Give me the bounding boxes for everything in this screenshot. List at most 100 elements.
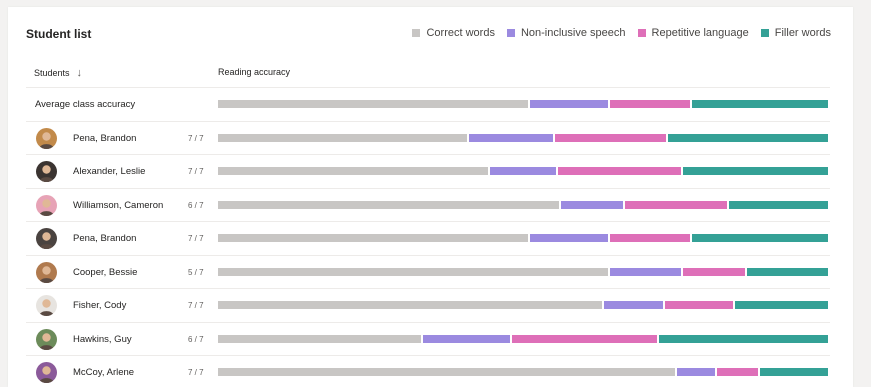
correct-words-segment	[218, 267, 608, 276]
student-row[interactable]: McCoy, Arlene 7 / 7	[26, 356, 830, 387]
avatar	[36, 295, 57, 316]
student-list-card: Student list Correct words Non-inclusive…	[8, 7, 853, 387]
student-name: Williamson, Cameron	[73, 199, 164, 211]
filler-words-segment	[735, 301, 828, 309]
avatar-image	[36, 161, 57, 182]
repetitive-language-segment	[664, 301, 734, 309]
legend-swatch	[637, 29, 646, 37]
reading-accuracy-bar	[218, 368, 830, 376]
repetitive-language-segment	[716, 368, 758, 376]
avatar-image	[36, 228, 57, 249]
students-column-header[interactable]: Students ↓	[34, 67, 82, 79]
repetitive-language-segment	[609, 234, 691, 242]
sort-down-arrow-icon[interactable]: ↓	[76, 67, 83, 79]
reading-accuracy-bar	[218, 200, 830, 209]
legend-item-correct-words: Correct words	[412, 27, 495, 39]
legend: Correct words Non-inclusive speech Repet…	[400, 27, 831, 39]
reading-accuracy-column-header: Reading accuracy	[218, 67, 291, 77]
repetitive-language-segment	[511, 334, 657, 343]
legend-label: Filler words	[774, 27, 831, 39]
avatar-image	[36, 261, 57, 283]
correct-words-segment	[218, 167, 489, 175]
reading-accuracy-bar	[218, 100, 830, 108]
reading-accuracy-bar	[218, 133, 830, 142]
student-score: 6 / 7	[188, 334, 204, 344]
avatar	[36, 127, 57, 149]
students-header-label: Students	[34, 68, 70, 78]
student-row[interactable]: Williamson, Cameron 6 / 7	[26, 189, 830, 222]
correct-words-segment	[218, 200, 559, 209]
repetitive-language-segment	[557, 167, 682, 175]
filler-words-segment	[692, 234, 828, 242]
filler-words-segment	[692, 100, 828, 108]
correct-words-segment	[218, 234, 529, 242]
card-title: Student list	[26, 27, 92, 41]
student-score: 6 / 7	[188, 200, 204, 210]
student-name: Pena, Brandon	[73, 132, 137, 144]
non-inclusive-speech-segment	[609, 267, 682, 276]
student-rows: Average class accuracy Pena, Brandon 7 / 7…	[26, 88, 830, 387]
student-name: McCoy, Arlene	[73, 367, 135, 378]
correct-words-segment	[218, 301, 602, 309]
legend-label: Correct words	[426, 27, 495, 39]
student-row[interactable]: Cooper, Bessie 5 / 7	[26, 256, 830, 289]
legend-item-repetitive-language: Repetitive language	[637, 27, 749, 39]
legend-swatch	[760, 29, 769, 37]
non-inclusive-speech-segment	[530, 100, 608, 108]
header-divider	[26, 87, 830, 88]
student-score: 5 / 7	[188, 267, 204, 277]
non-inclusive-speech-segment	[423, 334, 510, 343]
avatar-image	[36, 295, 57, 316]
legend-label: Repetitive language	[651, 27, 749, 39]
student-name: Cooper, Bessie	[73, 266, 138, 278]
reading-accuracy-bar	[218, 167, 830, 175]
correct-words-segment	[218, 100, 529, 108]
avatar-image	[36, 328, 57, 350]
avatar	[36, 328, 57, 350]
filler-words-segment	[729, 200, 828, 209]
legend-item-non-inclusive-speech: Non-inclusive speech	[506, 27, 626, 39]
student-score: 7 / 7	[188, 368, 204, 377]
legend-swatch	[412, 29, 421, 37]
non-inclusive-speech-segment	[560, 200, 623, 209]
filler-words-segment	[759, 368, 828, 376]
student-name: Fisher, Cody	[73, 300, 127, 311]
legend-swatch	[506, 29, 515, 37]
filler-words-segment	[747, 267, 828, 276]
non-inclusive-speech-segment	[677, 368, 715, 376]
reading-accuracy-bar	[218, 267, 830, 276]
avatar-image	[36, 362, 57, 383]
legend-label: Non-inclusive speech	[520, 27, 626, 39]
student-score: 7 / 7	[188, 133, 204, 143]
non-inclusive-speech-segment	[530, 234, 608, 242]
avatar	[36, 362, 57, 383]
student-row[interactable]: Pena, Brandon 7 / 7	[26, 122, 830, 155]
student-score: 7 / 7	[188, 301, 204, 310]
student-name: Alexander, Leslie	[73, 166, 146, 177]
student-row[interactable]: Fisher, Cody 7 / 7	[26, 289, 830, 323]
non-inclusive-speech-segment	[603, 301, 663, 309]
reading-accuracy-bar	[218, 334, 830, 343]
student-score: 7 / 7	[188, 167, 204, 176]
student-score: 7 / 7	[188, 234, 204, 243]
student-row[interactable]: Pena, Brandon 7 / 7	[26, 222, 830, 256]
avatar-image	[36, 127, 57, 149]
student-row[interactable]: Alexander, Leslie 7 / 7	[26, 155, 830, 189]
repetitive-language-segment	[624, 200, 727, 209]
avatar	[36, 261, 57, 283]
student-row[interactable]: Hawkins, Guy 6 / 7	[26, 323, 830, 356]
avatar	[36, 228, 57, 249]
avatar	[36, 161, 57, 182]
average-label: Average class accuracy	[35, 99, 136, 110]
correct-words-segment	[218, 334, 422, 343]
filler-words-segment	[658, 334, 828, 343]
correct-words-segment	[218, 133, 467, 142]
repetitive-language-segment	[554, 133, 666, 142]
avatar	[36, 194, 57, 216]
filler-words-segment	[683, 167, 828, 175]
repetitive-language-segment	[609, 100, 691, 108]
reading-accuracy-bar	[218, 234, 830, 242]
student-name: Hawkins, Guy	[73, 333, 132, 345]
student-name: Pena, Brandon	[73, 233, 137, 244]
reading-accuracy-bar	[218, 301, 830, 309]
